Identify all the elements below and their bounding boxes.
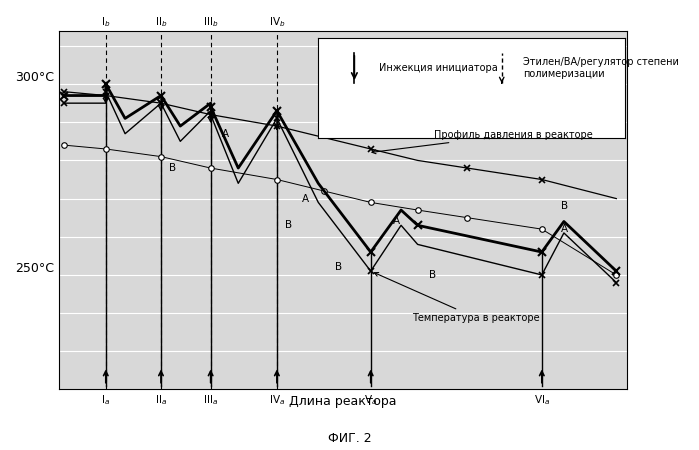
- Text: A: A: [393, 216, 400, 226]
- Text: III$_a$: III$_a$: [203, 393, 218, 407]
- Text: Температура в реакторе: Температура в реакторе: [375, 273, 540, 323]
- Text: II$_b$: II$_b$: [154, 15, 167, 29]
- Text: B: B: [335, 262, 342, 272]
- Text: IV$_a$: IV$_a$: [269, 393, 285, 407]
- X-axis label: Длина реактора: Длина реактора: [289, 395, 397, 408]
- Text: IV$_b$: IV$_b$: [268, 15, 285, 29]
- Text: B: B: [285, 220, 292, 230]
- Text: Профиль давления в реакторе: Профиль давления в реакторе: [372, 130, 593, 154]
- Text: B: B: [561, 201, 568, 211]
- Text: B: B: [428, 270, 435, 280]
- Text: V$_a$: V$_a$: [364, 393, 377, 407]
- Text: B: B: [169, 163, 176, 173]
- Text: VI$_a$: VI$_a$: [534, 393, 550, 407]
- Text: I$_b$: I$_b$: [101, 15, 110, 29]
- Text: A: A: [302, 194, 309, 203]
- Text: I$_a$: I$_a$: [101, 393, 110, 407]
- Text: A: A: [222, 129, 229, 139]
- Text: III$_b$: III$_b$: [203, 15, 218, 29]
- Text: II$_a$: II$_a$: [155, 393, 167, 407]
- Text: ФИГ. 2: ФИГ. 2: [328, 432, 371, 446]
- Text: A: A: [561, 224, 568, 234]
